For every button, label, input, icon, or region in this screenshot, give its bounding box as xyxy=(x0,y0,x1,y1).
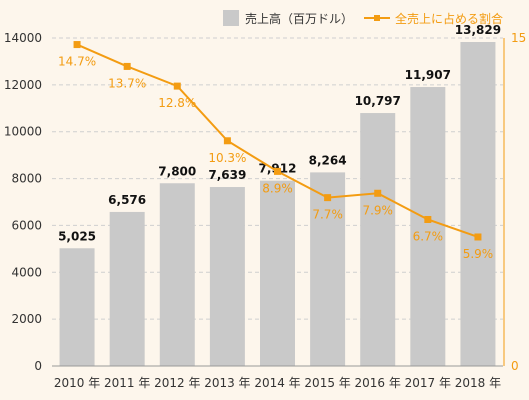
x-tick-label: 2018 年 xyxy=(455,376,501,390)
line-marker xyxy=(374,189,382,197)
x-axis: 2010 年 2011 年 2012 年 2013 年 2014 年 2015 年 2016… xyxy=(52,365,503,390)
line-marker xyxy=(274,167,281,175)
bar-series xyxy=(59,42,496,366)
x-tick-label: 2016 年 xyxy=(355,376,401,390)
bar xyxy=(59,248,95,366)
bar xyxy=(159,183,195,366)
left-axis-ticks: 0 2000 4000 6000 8000 10000 12000 14000 xyxy=(4,31,42,373)
y-left-tick-label: 10000 xyxy=(4,125,42,139)
line-value-label: 7.9% xyxy=(362,203,393,217)
line-marker xyxy=(324,194,332,202)
bar-value-label: 7,639 xyxy=(208,168,246,182)
line-value-label: 12.8% xyxy=(158,96,196,110)
line-marker xyxy=(223,137,231,145)
line-value-label: 6.7% xyxy=(413,229,444,243)
line-value-label: 14.7% xyxy=(58,55,96,69)
legend: 売上高（百万ドル） 全売上に占める割合 xyxy=(223,10,503,26)
x-tick-label: 2017 年 xyxy=(405,376,451,390)
y-left-tick-label: 4000 xyxy=(11,265,42,279)
y-left-tick-label: 2000 xyxy=(11,312,42,326)
legend-line-marker xyxy=(374,15,380,21)
line-series xyxy=(73,41,482,241)
bar-value-label: 7,800 xyxy=(158,164,196,178)
line-value-labels: 14.7% 13.7% 12.8% 10.3% 8.9% 7.7% 7.9% 6.7% 5.9% xyxy=(58,55,493,261)
bar-value-label: 13,829 xyxy=(455,23,501,37)
legend-line-label: 全売上に占める割合 xyxy=(395,11,503,26)
x-tick-label: 2014 年 xyxy=(254,376,300,390)
line-marker xyxy=(173,82,181,90)
y-left-tick-label: 6000 xyxy=(11,218,42,232)
bar xyxy=(310,172,346,366)
x-tick-label: 2013 年 xyxy=(204,376,250,390)
line-value-label: 5.9% xyxy=(463,247,494,261)
line-marker xyxy=(123,62,131,70)
legend-bar-label: 売上高（百万ドル） xyxy=(245,11,353,26)
line-value-label: 10.3% xyxy=(208,151,246,165)
bar xyxy=(260,180,295,366)
x-tick-label: 2010 年 xyxy=(54,376,100,390)
line-marker xyxy=(73,41,81,49)
bar-value-label: 6,576 xyxy=(108,193,146,207)
y-right-tick-label: 0 xyxy=(511,359,519,373)
bar xyxy=(209,187,245,366)
bar xyxy=(360,113,396,366)
bar xyxy=(460,42,496,366)
bar xyxy=(410,87,446,366)
line-value-label: 13.7% xyxy=(108,76,146,90)
bar-value-label: 10,797 xyxy=(355,94,401,108)
line-value-label: 7.7% xyxy=(312,208,343,222)
x-tick-label: 2011 年 xyxy=(104,376,150,390)
bar-value-label: 8,264 xyxy=(309,153,347,167)
x-tick-label: 2015 年 xyxy=(304,376,350,390)
line-marker xyxy=(424,215,432,223)
y-left-tick-label: 8000 xyxy=(11,172,42,186)
y-left-tick-label: 14000 xyxy=(4,31,42,45)
bar-value-label: 5,025 xyxy=(58,229,96,243)
right-axis: 0 15 xyxy=(503,31,526,373)
y-left-tick-label: 12000 xyxy=(4,78,42,92)
x-tick-label: 2012 年 xyxy=(154,376,200,390)
line-value-label: 8.9% xyxy=(262,181,293,195)
y-left-tick-label: 0 xyxy=(34,359,42,373)
bar-value-label: 11,907 xyxy=(405,68,451,82)
y-right-tick-label: 15 xyxy=(511,31,526,45)
bar xyxy=(109,211,145,366)
line-marker xyxy=(474,233,482,241)
legend-bar-swatch xyxy=(223,10,239,26)
bar-value-labels: 5,0256,5767,8007,6397,9128,26410,79711,9… xyxy=(58,23,501,243)
